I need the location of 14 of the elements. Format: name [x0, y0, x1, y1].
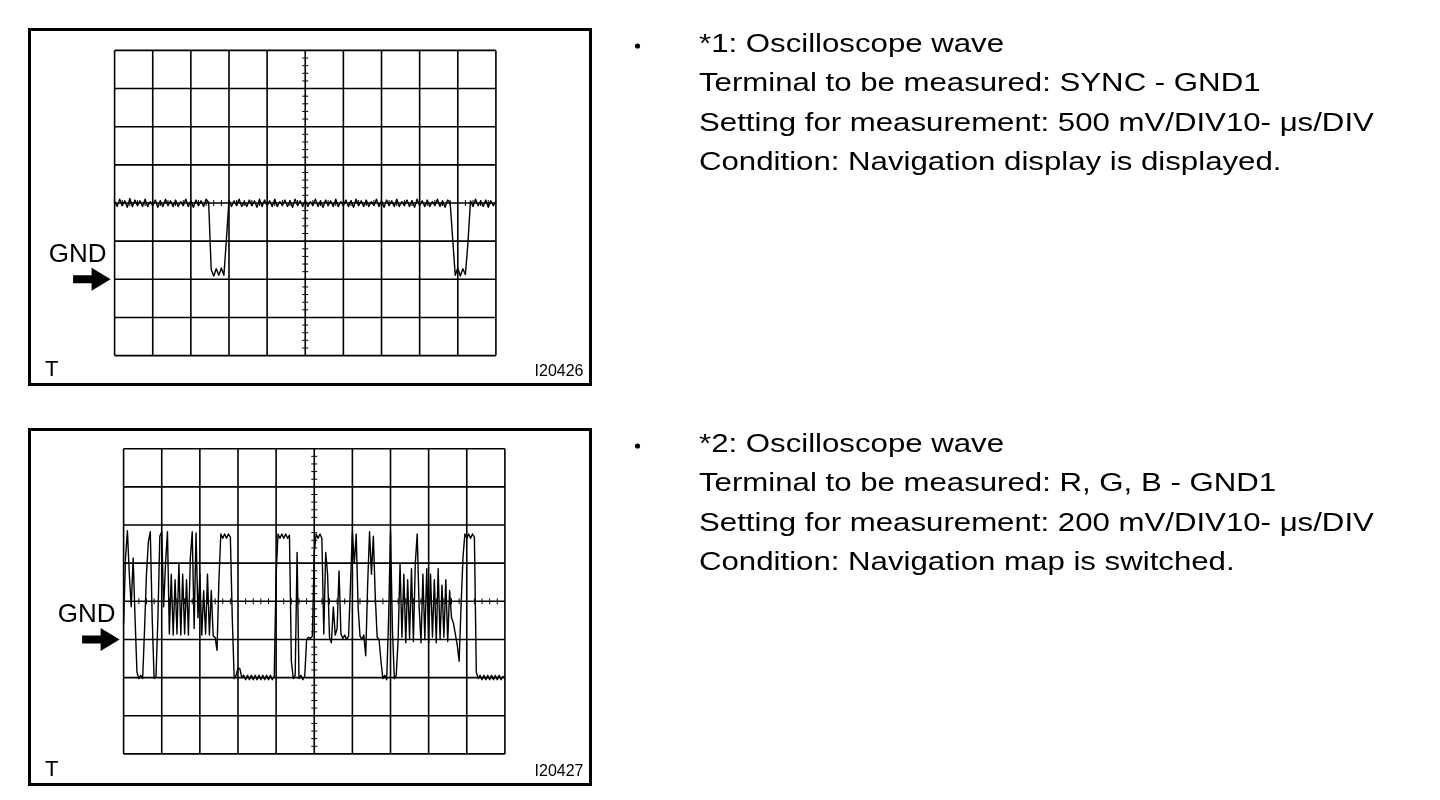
- text: Condition: Navigation map is switched.: [699, 546, 1235, 576]
- text: Condition: Navigation display is displayed.: [699, 146, 1282, 176]
- text: Terminal to be measured: R, G, B - GND1: [699, 467, 1277, 497]
- text: Setting for measurement: 200 mV/DIV10- μs/DIV: [699, 507, 1375, 537]
- text: GND: [48, 237, 107, 268]
- text: I20426: [534, 362, 584, 379]
- text: *2: Oscilloscope wave: [699, 428, 1005, 458]
- text: Setting for measurement: 500 mV/DIV10- μs/DIV: [699, 107, 1375, 137]
- text: Terminal to be measured: SYNC - GND1: [699, 67, 1261, 97]
- text: T: [45, 756, 59, 781]
- text: T: [45, 356, 59, 381]
- legend-label: GND: [57, 597, 116, 628]
- text: *1: Oscilloscope wave: [699, 28, 1005, 58]
- text: I20427: [534, 762, 584, 779]
